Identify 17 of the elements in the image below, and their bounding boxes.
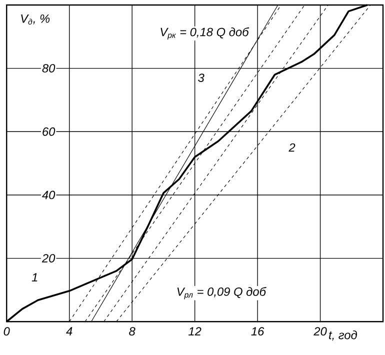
annotation: V$_{рк}$ = 0,18 Q доб	[160, 27, 250, 40]
annotation: 1	[32, 272, 38, 282]
annotation: V$_{рл}$ = 0,09 Q доб	[177, 286, 266, 299]
y-tick-label: 20	[42, 254, 56, 262]
x-axis-title: t, год	[329, 330, 357, 340]
x-tick-label: 4	[66, 326, 72, 336]
x-tick-label: 12	[188, 326, 202, 336]
x-tick-label: 20	[314, 326, 327, 336]
y-tick-label: 40	[42, 190, 56, 199]
annotation: 3	[198, 73, 204, 82]
y-axis-title: V$_{д}$, %	[21, 14, 50, 24]
x-tick-label: 8	[129, 326, 136, 336]
y-tick-label: 60	[42, 127, 56, 136]
x-tick-label: 16	[251, 326, 264, 336]
annotation: 2	[288, 143, 296, 152]
x-tick-label: 0	[4, 326, 10, 336]
y-tick-label: 80	[42, 64, 56, 72]
